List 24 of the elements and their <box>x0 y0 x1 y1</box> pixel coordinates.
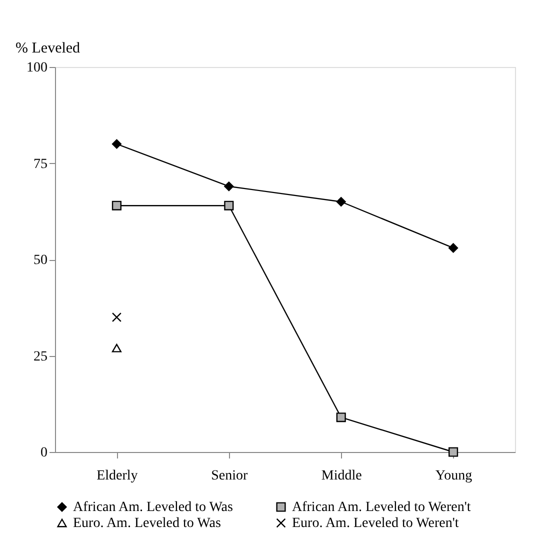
x-tick-label: Middle <box>321 468 362 484</box>
legend-label: Euro. Am. Leveled to Weren't <box>292 516 459 531</box>
y-axis-title: % Leveled <box>16 40 81 56</box>
point <box>448 447 458 457</box>
y-tick-label: 75 <box>34 156 48 172</box>
x-tick-label: Elderly <box>96 468 138 484</box>
point <box>224 200 234 210</box>
point <box>112 312 122 322</box>
y-tick-label: 100 <box>26 60 48 76</box>
legend-label: Euro. Am. Leveled to Was <box>73 516 221 531</box>
point <box>112 200 122 210</box>
x-tick-label: Young <box>435 468 472 484</box>
y-tick-label: 25 <box>34 349 48 364</box>
legend-label: African Am. Leveled to Was <box>73 500 233 515</box>
point <box>336 412 346 422</box>
point <box>112 139 122 149</box>
y-tick-label: 0 <box>40 446 48 460</box>
legend-label: African Am. Leveled to Weren't <box>292 500 471 515</box>
point <box>448 243 458 253</box>
point <box>224 182 234 192</box>
y-tick-label: 50 <box>34 253 48 268</box>
point <box>112 344 122 352</box>
point <box>336 196 346 207</box>
x-tick-label: Senior <box>211 468 248 484</box>
